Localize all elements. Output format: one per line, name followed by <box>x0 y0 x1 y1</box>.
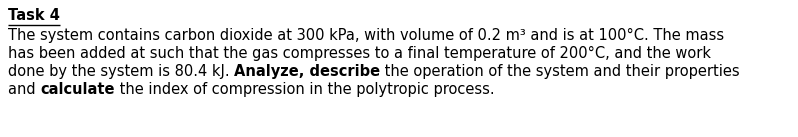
Text: the operation of the system and their properties: the operation of the system and their pr… <box>381 64 740 79</box>
Text: Analyze, describe: Analyze, describe <box>235 64 381 79</box>
Text: The system contains carbon dioxide at 300 kPa, with volume of 0.2 m³ and is at 1: The system contains carbon dioxide at 30… <box>8 28 724 43</box>
Text: calculate: calculate <box>40 82 115 97</box>
Text: done by the system is 80.4 kJ.: done by the system is 80.4 kJ. <box>8 64 235 79</box>
Text: and: and <box>8 82 40 97</box>
Text: the index of compression in the polytropic process.: the index of compression in the polytrop… <box>115 82 495 97</box>
Text: has been added at such that the gas compresses to a final temperature of 200°C, : has been added at such that the gas comp… <box>8 46 711 61</box>
Text: Task 4: Task 4 <box>8 8 60 23</box>
